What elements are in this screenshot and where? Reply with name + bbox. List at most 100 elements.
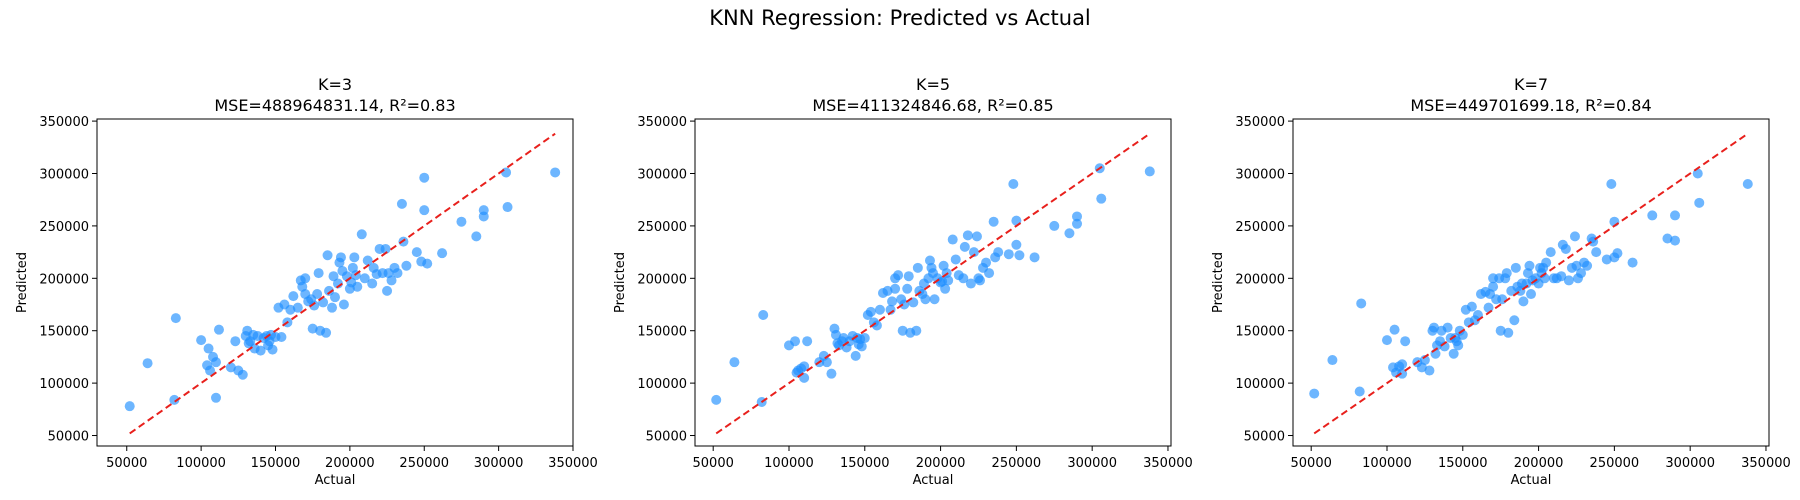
y-tick-label: 300000 [637, 168, 687, 183]
data-point [1524, 260, 1535, 271]
data-point [1144, 166, 1155, 177]
data-point [1571, 260, 1582, 271]
data-point [237, 369, 248, 380]
data-point [169, 394, 180, 405]
data-point [1647, 210, 1658, 221]
data-point [205, 365, 216, 376]
x-tick-label: 250000 [992, 456, 1042, 471]
x-tick-label: 200000 [916, 456, 966, 471]
x-axis-label: Actual [1511, 473, 1552, 488]
x-tick-label: 150000 [840, 456, 890, 471]
data-point [958, 273, 969, 284]
data-point [1569, 231, 1580, 242]
data-point [821, 357, 832, 368]
data-point [335, 252, 346, 263]
data-point [1014, 250, 1025, 261]
data-point [501, 167, 512, 178]
data-point [211, 357, 221, 368]
subplot-metrics: MSE=488964831.14, R²=0.83 [214, 96, 455, 115]
data-point [897, 325, 908, 336]
data-point [1064, 228, 1075, 239]
y-tick-label: 250000 [39, 220, 89, 235]
data-point [890, 283, 901, 294]
x-tick-label: 250000 [399, 456, 449, 471]
data-point [292, 302, 303, 313]
data-point [887, 296, 898, 307]
data-point [729, 357, 740, 368]
data-point [912, 262, 923, 273]
data-point [1428, 322, 1439, 333]
data-point [1526, 289, 1536, 300]
data-point [1509, 315, 1520, 326]
data-point [124, 401, 135, 412]
data-point [359, 273, 370, 284]
data-point [1096, 193, 1107, 204]
data-point [984, 268, 995, 279]
data-point [1488, 281, 1499, 292]
x-tick-label: 350000 [1741, 456, 1791, 471]
data-point [1576, 268, 1587, 279]
subplot-title: K=3 [318, 75, 352, 94]
data-point [959, 241, 970, 252]
x-tick-label: 350000 [548, 456, 598, 471]
data-point [893, 270, 904, 281]
data-point [288, 291, 299, 302]
y-tick-label: 250000 [637, 220, 687, 235]
y-tick-label: 200000 [1235, 272, 1285, 287]
x-tick-label: 50000 [106, 456, 147, 471]
data-point [758, 309, 769, 320]
data-point [859, 333, 870, 344]
data-point [422, 258, 433, 269]
y-tick-label: 100000 [39, 377, 89, 392]
x-tick-label: 350000 [1143, 456, 1193, 471]
data-point [993, 247, 1004, 258]
data-point [300, 273, 311, 284]
data-point [1029, 252, 1040, 263]
data-point [1072, 211, 1083, 222]
x-tick-label: 100000 [764, 456, 814, 471]
data-point [382, 285, 393, 296]
y-tick-label: 200000 [637, 272, 687, 287]
x-tick-label: 200000 [325, 456, 375, 471]
data-point [1670, 210, 1681, 221]
data-point [826, 368, 837, 379]
data-point [1011, 239, 1022, 250]
data-point [711, 394, 722, 405]
data-point [1400, 336, 1411, 347]
y-tick-label: 350000 [1235, 115, 1285, 130]
data-point [349, 252, 360, 263]
data-point [255, 345, 266, 356]
data-point [1560, 243, 1571, 254]
subplot-title: K=7 [1514, 75, 1548, 94]
data-point [362, 255, 373, 266]
data-point [1606, 178, 1617, 189]
data-point [929, 294, 940, 305]
x-tick-label: 150000 [251, 456, 301, 471]
data-point [456, 216, 467, 227]
data-point [1556, 271, 1567, 282]
data-point [471, 231, 482, 242]
subplot-title: K=5 [916, 75, 950, 94]
data-point [802, 336, 813, 347]
y-tick-label: 200000 [39, 272, 89, 287]
data-point [419, 205, 430, 216]
data-point [1612, 248, 1623, 259]
data-point [1518, 296, 1529, 307]
x-tick-label: 150000 [1438, 456, 1488, 471]
data-point [1694, 197, 1705, 208]
data-point [943, 275, 954, 286]
data-point [947, 234, 958, 245]
identity-line [129, 132, 556, 435]
data-point [1495, 325, 1506, 336]
data-point [367, 278, 378, 289]
data-point [338, 299, 349, 310]
figure-title: KNN Regression: Predicted vs Actual [709, 6, 1091, 30]
data-point [882, 285, 893, 296]
data-point [1008, 178, 1019, 189]
x-tick-label: 50000 [1291, 456, 1332, 471]
subplot-k3: K=3 MSE=488964831.14, R²=0.83 50000 100000 1… [15, 75, 598, 488]
y-tick-label: 50000 [646, 430, 687, 445]
axes-frame [694, 118, 1172, 447]
data-point [392, 268, 403, 279]
